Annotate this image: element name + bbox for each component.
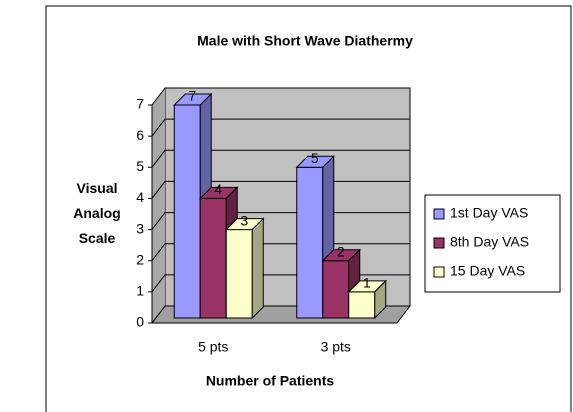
chart-title: Male with Short Wave Diathermy	[197, 33, 413, 49]
legend-label: 8th Day VAS	[450, 234, 529, 250]
bar-side-shade	[252, 218, 264, 318]
y-tick-label: 5	[136, 158, 144, 174]
bar	[225, 229, 253, 319]
legend-label: 15 Day VAS	[450, 263, 525, 279]
grid-line	[151, 149, 410, 168]
data-label: 7	[188, 88, 196, 104]
y-tick-label: 2	[136, 251, 144, 267]
legend-swatch	[433, 266, 445, 278]
x-tick-label: 3 pts	[321, 339, 351, 355]
bar	[199, 197, 227, 319]
bar-side	[374, 279, 387, 320]
y-tick-label: 7	[136, 96, 144, 112]
data-label: 5	[311, 150, 319, 166]
chart-frame	[45, 5, 572, 412]
bar-side	[251, 217, 264, 320]
y-tick-label: 3	[136, 220, 144, 236]
bar	[322, 260, 350, 319]
legend-label: 1st Day VAS	[450, 205, 528, 221]
y-tick-label: 4	[136, 189, 144, 205]
y-axis-title: Visual Analog Scale	[73, 180, 121, 246]
bar	[173, 104, 201, 319]
data-label: 1	[363, 275, 371, 291]
y-tick-label: 1	[136, 283, 144, 299]
grid-line	[151, 118, 410, 137]
x-tick-label: 5 pts	[198, 339, 228, 355]
data-label: 2	[337, 243, 345, 259]
bar-side-shade	[374, 280, 386, 318]
side-wall	[152, 88, 165, 323]
bar	[296, 166, 324, 319]
legend-box	[424, 194, 561, 293]
legend-swatch	[433, 208, 445, 220]
data-label: 4	[214, 181, 222, 197]
data-label: 3	[240, 212, 248, 228]
y-tick-label: 0	[136, 314, 144, 330]
legend-swatch	[433, 237, 445, 249]
x-axis-title: Number of Patients	[206, 373, 335, 389]
y-tick-label: 6	[136, 127, 144, 143]
grid-line	[151, 87, 410, 106]
bar	[348, 291, 376, 319]
